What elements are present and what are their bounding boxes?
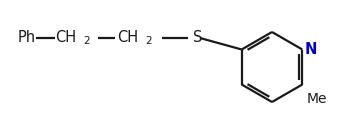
Text: S: S bbox=[193, 30, 202, 46]
Text: CH: CH bbox=[117, 30, 138, 46]
Text: Ph: Ph bbox=[18, 30, 36, 46]
Text: 2: 2 bbox=[83, 37, 90, 46]
Text: CH: CH bbox=[55, 30, 76, 46]
Text: 2: 2 bbox=[145, 37, 152, 46]
Text: Me: Me bbox=[306, 91, 327, 106]
Text: N: N bbox=[304, 42, 317, 57]
